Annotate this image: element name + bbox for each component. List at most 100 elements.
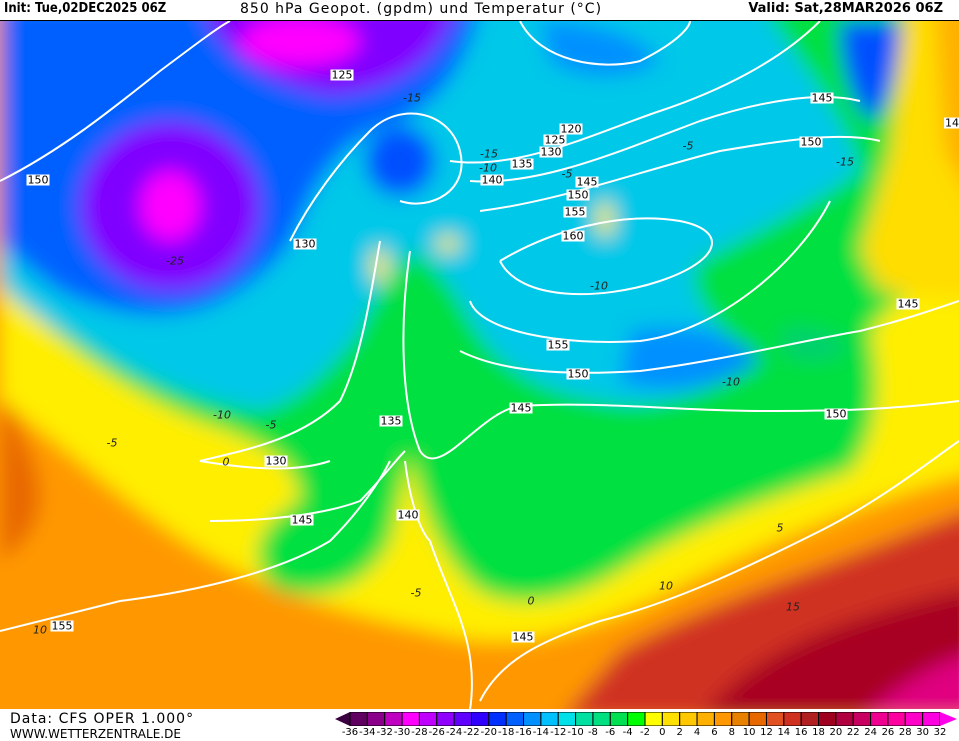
geopotential-label: 145 [511, 630, 535, 644]
legend-tick-label: -14 [532, 727, 550, 738]
legend-swatch [835, 712, 854, 726]
geopotential-label: 125 [543, 133, 567, 147]
legend-tick-label: 14 [777, 727, 791, 738]
legend-swatch [384, 712, 403, 726]
legend-swatch [644, 712, 663, 726]
geopotential-label: 135 [510, 157, 534, 171]
legend-swatch [661, 712, 681, 726]
legend-swatch [349, 712, 368, 726]
legend-tick-label: -26 [428, 727, 445, 738]
temperature-label: -25 [166, 254, 184, 268]
valid-time: Valid: Sat,28MAR2026 06Z [748, 1, 943, 16]
weather-map: 125 150 130 135 140 145 150 155 160 120 … [0, 20, 959, 711]
legend-swatch [783, 712, 802, 726]
legend-tick-label: 30 [916, 727, 930, 738]
legend-swatch [366, 712, 386, 726]
geopotential-label: 145 [509, 401, 533, 415]
legend-tick-label: -8 [587, 727, 598, 738]
geopotential-label: 150 [824, 407, 848, 421]
legend-tick-label: -28 [411, 727, 428, 738]
legend-swatch [922, 712, 941, 726]
geopotential-label: 130 [293, 237, 317, 251]
geopotential-label: 120 [559, 122, 583, 136]
temperature-field [0, 21, 959, 710]
legend-swatch [523, 712, 542, 726]
legend-swatch [418, 712, 438, 726]
legend-tick-label: -36 [341, 727, 359, 738]
legend-swatch [592, 712, 611, 726]
temperature-label: -10 [590, 279, 608, 293]
legend-tick-label: 4 [693, 727, 701, 738]
legend-swatch [765, 712, 785, 726]
legend-swatch [696, 712, 715, 726]
temperature-label: -5 [106, 436, 118, 450]
legend-tick-label: 24 [864, 727, 877, 738]
legend-tick-label: -4 [622, 727, 633, 738]
legend-above-arrow [940, 712, 957, 726]
temperature-label: -5 [410, 586, 422, 600]
geopotential-label: 140 [396, 508, 420, 522]
legend-tick-label: -30 [393, 727, 411, 738]
legend-swatch [540, 712, 559, 726]
geopotential-label: 145 [575, 175, 599, 189]
legend-tick-label: 28 [898, 727, 912, 738]
legend-swatch [557, 712, 577, 726]
temperature-label: -10 [213, 408, 231, 422]
legend-swatch [904, 712, 924, 726]
website-link[interactable]: WWW.WETTERZENTRALE.DE [10, 727, 181, 741]
legend-swatch [488, 712, 507, 726]
geopotential-label: 150 [26, 173, 50, 187]
legend-swatch [713, 712, 733, 726]
legend-tick-label: 20 [829, 727, 843, 738]
geopotential-label: 135 [379, 414, 403, 428]
legend-swatch [470, 712, 490, 726]
legend-tick-label: 6 [711, 727, 718, 738]
temperature-label: 10 [33, 623, 47, 637]
legend-tick-label: 16 [794, 727, 808, 738]
legend-tick-label: -18 [498, 727, 515, 738]
legend-tick-label: 18 [812, 727, 825, 738]
legend-tick-label: 10 [742, 727, 756, 738]
init-time: Init: Tue,02DEC2025 06Z [4, 1, 167, 16]
legend-tick-label: -16 [515, 727, 532, 738]
legend-tick-label: -32 [376, 727, 393, 738]
legend-swatch [852, 712, 872, 726]
geopotential-label: 145 [290, 513, 314, 527]
geopotential-label: 140 [480, 173, 504, 187]
data-source: Data: CFS OPER 1.000° [10, 711, 195, 727]
map-footer: Data: CFS OPER 1.000° WWW.WETTERZENTRALE… [0, 709, 959, 741]
map-title: 850 hPa Geopot. (gpdm) und Temperatur (°… [240, 1, 603, 17]
legend-swatch [800, 712, 820, 726]
temperature-label: 0 [222, 455, 230, 469]
temperature-label: 5 [776, 521, 784, 535]
legend-tick-label: -24 [445, 727, 463, 738]
legend-swatch [818, 712, 837, 726]
temperature-label: -10 [479, 161, 497, 175]
legend-swatch [627, 712, 646, 726]
legend-swatch [887, 712, 906, 726]
legend-tick-label: 26 [881, 727, 895, 738]
legend-swatch [401, 712, 420, 726]
legend-labels: -36 -34 -32 -30 -28 -26 -24 -22 -20 -18 -16 -14 -12-… [0, 727, 959, 739]
legend-tick-label: -20 [480, 727, 497, 738]
legend-swatch [436, 712, 455, 726]
map-header: Init: Tue,02DEC2025 06Z 850 hPa Geopot. … [0, 0, 959, 20]
temperature-label: -15 [480, 147, 498, 161]
legend-swatch [870, 712, 889, 726]
legend-tick-label: 22 [846, 727, 860, 738]
legend-swatch [453, 712, 472, 726]
legend-tick-label: -12 [550, 727, 567, 738]
legend-tick-label: -10 [567, 727, 584, 738]
color-legend [335, 712, 957, 726]
geopotential-label: 130 [539, 145, 563, 159]
geopotential-label: 155 [546, 338, 570, 352]
geopotential-label: 160 [561, 229, 585, 243]
legend-swatch [748, 712, 767, 726]
temperature-label: 15 [786, 600, 800, 614]
geopotential-label: 150 [566, 188, 590, 202]
legend-tick-label: 32 [933, 727, 947, 738]
temperature-label: 0 [527, 594, 535, 608]
temperature-label: -15 [403, 91, 421, 105]
temperature-label: -10 [722, 375, 740, 389]
legend-swatch [731, 712, 750, 726]
